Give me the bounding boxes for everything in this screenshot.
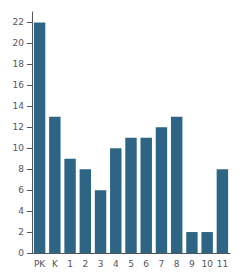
svg-text:K: K (52, 259, 59, 269)
svg-text:12: 12 (13, 122, 24, 132)
svg-text:20: 20 (13, 38, 25, 48)
svg-text:10: 10 (13, 143, 25, 153)
svg-text:6: 6 (143, 259, 149, 269)
svg-text:PK: PK (34, 259, 46, 269)
svg-text:18: 18 (13, 59, 25, 69)
svg-text:22: 22 (13, 17, 24, 27)
svg-text:7: 7 (159, 259, 165, 269)
svg-text:2: 2 (82, 259, 88, 269)
svg-text:4: 4 (18, 206, 24, 216)
svg-text:1: 1 (67, 259, 73, 269)
svg-text:3: 3 (98, 259, 104, 269)
svg-text:11: 11 (217, 259, 228, 269)
svg-text:6: 6 (18, 185, 24, 195)
svg-text:9: 9 (189, 259, 195, 269)
svg-text:8: 8 (174, 259, 180, 269)
svg-text:10: 10 (201, 259, 213, 269)
svg-text:16: 16 (13, 80, 25, 90)
svg-text:2: 2 (18, 227, 24, 237)
svg-text:8: 8 (18, 164, 24, 174)
svg-text:0: 0 (18, 248, 24, 258)
svg-text:14: 14 (13, 101, 25, 111)
svg-text:4: 4 (113, 259, 119, 269)
svg-text:5: 5 (128, 259, 134, 269)
